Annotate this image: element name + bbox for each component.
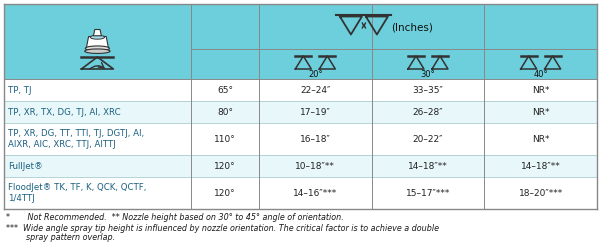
Text: spray pattern overlap.: spray pattern overlap. (6, 233, 115, 242)
Text: 14–18″**: 14–18″** (408, 162, 448, 171)
Text: 40°: 40° (533, 70, 548, 79)
Polygon shape (86, 37, 109, 48)
Bar (4, 177, 597, 209)
Text: 120°: 120° (214, 162, 236, 171)
Text: FloodJet® TK, TF, K, QCK, QCTF,
1/4TTJ: FloodJet® TK, TF, K, QCK, QCTF, 1/4TTJ (8, 183, 146, 203)
Text: TP, XR, DG, TT, TTI, TJ, DGTJ, AI,
AIXR, AIC, XRC, TTJ, AITTJ: TP, XR, DG, TT, TTI, TJ, DGTJ, AI, AIXR,… (8, 129, 144, 149)
Bar (4, 155, 597, 177)
Polygon shape (94, 29, 101, 36)
Text: (Inches): (Inches) (391, 22, 433, 33)
Text: 30°: 30° (421, 70, 436, 79)
Bar (4, 79, 597, 101)
Text: 120°: 120° (214, 188, 236, 197)
Text: TP, TJ: TP, TJ (8, 85, 32, 95)
Text: *       Not Recommended.  ** Nozzle height based on 30° to 45° angle of orientat: * Not Recommended. ** Nozzle height base… (6, 213, 344, 222)
Text: 14–16″***: 14–16″*** (293, 188, 337, 197)
Bar (4, 101, 597, 123)
Text: 26–28″: 26–28″ (413, 108, 443, 117)
Ellipse shape (85, 49, 110, 54)
Text: 10–18″**: 10–18″** (295, 162, 335, 171)
Bar (4, 123, 597, 155)
Text: 80°: 80° (217, 108, 233, 117)
Text: 33–35″: 33–35″ (413, 85, 443, 95)
Text: 22–24″: 22–24″ (300, 85, 331, 95)
Text: 20–22″: 20–22″ (413, 134, 443, 143)
Bar (4, 4, 597, 49)
Text: 17–19″: 17–19″ (300, 108, 331, 117)
Text: 20°: 20° (308, 70, 323, 79)
Text: 14–18″**: 14–18″** (521, 162, 560, 171)
Text: NR*: NR* (532, 85, 550, 95)
Text: TP, XR, TX, DG, TJ, AI, XRC: TP, XR, TX, DG, TJ, AI, XRC (8, 108, 121, 117)
Text: 15–17″***: 15–17″*** (406, 188, 450, 197)
Text: ***  Wide angle spray tip height is influenced by nozzle orientation. The critic: *** Wide angle spray tip height is influ… (6, 224, 439, 233)
Bar (4, 49, 597, 79)
Text: NR*: NR* (532, 134, 550, 143)
Text: 110°: 110° (214, 134, 236, 143)
Ellipse shape (90, 35, 104, 39)
Text: 16–18″: 16–18″ (300, 134, 331, 143)
Text: FullJet®: FullJet® (8, 162, 43, 171)
Text: NR*: NR* (532, 108, 550, 117)
Text: 18–20″***: 18–20″*** (518, 188, 563, 197)
Text: 65°: 65° (217, 85, 233, 95)
Ellipse shape (85, 46, 109, 51)
